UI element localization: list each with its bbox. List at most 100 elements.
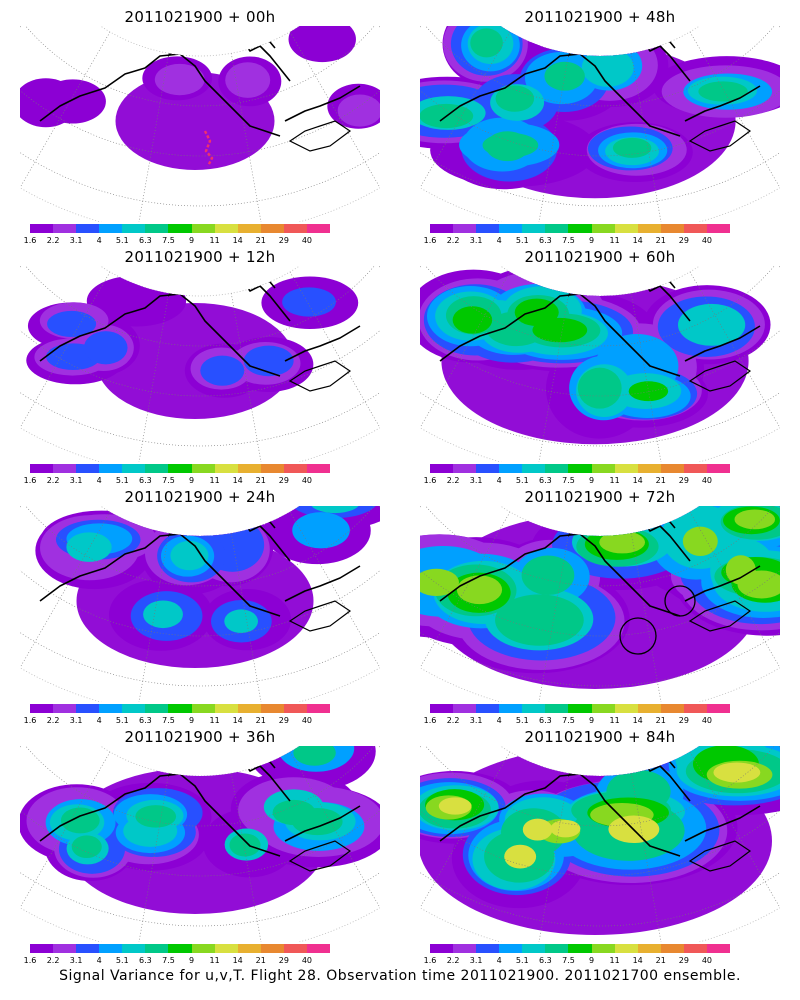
colorbar-swatch [53, 944, 77, 953]
variance-field [420, 746, 780, 942]
colorbar-swatches [430, 464, 731, 473]
variance-contour [682, 526, 718, 556]
colorbar-swatch [430, 704, 454, 713]
variance-contour [734, 509, 776, 530]
colorbar-swatch [591, 944, 615, 953]
colorbar-swatches [30, 704, 331, 713]
colorbar-tick-label: 14 [232, 476, 243, 485]
figure-caption: Signal Variance for u,v,T. Flight 28. Ob… [59, 968, 741, 984]
colorbar-swatch [214, 944, 238, 953]
colorbar-swatch [191, 944, 215, 953]
colorbar-tick-label: 4 [496, 476, 502, 485]
colorbar-swatch [614, 464, 638, 473]
colorbar-swatches [30, 944, 331, 953]
colorbar-tick-label: 21 [255, 956, 266, 965]
colorbar: 1.6 2.2 3.1 4 5.1 6.3 7.5 9 11 14 21 29 40 [20, 224, 380, 246]
colorbar-tick-label: 9 [588, 956, 595, 965]
variance-contour [470, 28, 503, 58]
colorbar-tick-label: 40 [701, 476, 713, 485]
colorbar-tick-label: 4 [96, 476, 102, 485]
colorbar-tick-label: 6.3 [539, 716, 552, 725]
colorbar-swatch [706, 944, 731, 953]
colorbar-swatch [522, 704, 546, 713]
colorbar-swatch [706, 704, 731, 713]
colorbar-swatches [430, 224, 731, 233]
variance-contour [337, 94, 380, 127]
variance-map [20, 26, 380, 222]
colorbar-swatch [522, 944, 546, 953]
colorbar-tick-label: 11 [609, 236, 620, 245]
colorbar-swatch [283, 464, 307, 473]
colorbar-tick-label: 14 [232, 236, 243, 245]
colorbar-tick-label: 1.6 [423, 716, 437, 725]
colorbar-tick-label: 29 [678, 236, 689, 245]
colorbar-tick-label: 5.1 [515, 236, 529, 245]
colorbar-swatch [53, 464, 77, 473]
colorbar-tick-label: 1.6 [23, 956, 37, 965]
colorbar-swatches [30, 464, 331, 473]
map-panel: 2011021900 + 48h 1.6 2.2 3.1 4 5.1 6.3 7.5 9 11 14… [420, 4, 780, 245]
colorbar-swatch [683, 704, 707, 713]
panel-title: 2011021900 + 36h [124, 728, 276, 746]
colorbar-swatch [660, 944, 684, 953]
variance-contour [282, 287, 336, 317]
colorbar-swatch [76, 464, 100, 473]
colorbar-tick-label: 40 [701, 716, 713, 725]
colorbar-swatch [545, 944, 569, 953]
colorbar-swatch [237, 224, 261, 233]
colorbar-labels: 1.6 2.2 3.1 4 5.1 6.3 7.5 9 11 14 21 29 40 [424, 956, 730, 966]
variance-map [420, 506, 780, 702]
colorbar-tick-label: 4 [96, 956, 102, 965]
colorbar-swatch [76, 704, 100, 713]
colorbar-swatch [283, 704, 307, 713]
variance-contour [438, 797, 472, 815]
colorbar-tick-label: 29 [678, 476, 689, 485]
colorbar-swatch [499, 704, 523, 713]
colorbar: 1.6 2.2 3.1 4 5.1 6.3 7.5 9 11 14 21 29 40 [20, 944, 380, 966]
colorbar-swatch [76, 224, 100, 233]
colorbar-swatches [430, 944, 731, 953]
variance-contour [504, 844, 537, 869]
variance-map [420, 26, 780, 222]
colorbar-tick-label: 5.1 [115, 476, 129, 485]
colorbar-swatch [122, 704, 146, 713]
colorbar-swatch [122, 464, 146, 473]
variance-contour [713, 762, 761, 783]
colorbar-swatch [53, 704, 77, 713]
variance-contour [154, 63, 205, 96]
variance-map [20, 266, 380, 462]
colorbar-swatch [168, 704, 192, 713]
colorbar-swatch [614, 224, 638, 233]
map-panel: 2011021900 + 24h 1.6 2.2 3.1 4 5.1 6.3 7.5 9 11 14… [20, 484, 380, 725]
variance-contour [420, 568, 459, 597]
colorbar-tick-label: 7.5 [162, 236, 175, 245]
colorbar-tick-label: 3.1 [69, 236, 83, 245]
colorbar-swatch [306, 944, 331, 953]
colorbar-tick-label: 1.6 [423, 956, 437, 965]
variance-contour [550, 819, 581, 838]
colorbar-tick-label: 29 [678, 956, 689, 965]
variance-contour [135, 805, 177, 828]
colorbar-tick-label: 6.3 [139, 956, 152, 965]
variance-contour [200, 355, 245, 386]
colorbar-tick-label: 29 [278, 476, 289, 485]
colorbar-tick-label: 3.1 [69, 716, 83, 725]
colorbar-tick-label: 5.1 [115, 236, 129, 245]
colorbar: 1.6 2.2 3.1 4 5.1 6.3 7.5 9 11 14 21 29 40 [20, 464, 380, 486]
colorbar-tick-label: 2.2 [46, 716, 60, 725]
colorbar-tick-label: 6.3 [139, 716, 152, 725]
colorbar-tick-label: 2.2 [446, 476, 460, 485]
colorbar-tick-label: 14 [632, 956, 643, 965]
colorbar-swatch [568, 704, 592, 713]
colorbar-tick-label: 6.3 [539, 476, 552, 485]
colorbar-swatch [683, 224, 707, 233]
variance-field [420, 26, 780, 222]
colorbar-swatch [706, 224, 731, 233]
colorbar-swatch [260, 704, 284, 713]
colorbar-tick-label: 1.6 [423, 476, 437, 485]
variance-contour [288, 26, 356, 63]
colorbar-tick-label: 3.1 [69, 476, 83, 485]
colorbar-swatch [430, 944, 454, 953]
colorbar-swatch [237, 464, 261, 473]
colorbar-swatch [637, 704, 661, 713]
